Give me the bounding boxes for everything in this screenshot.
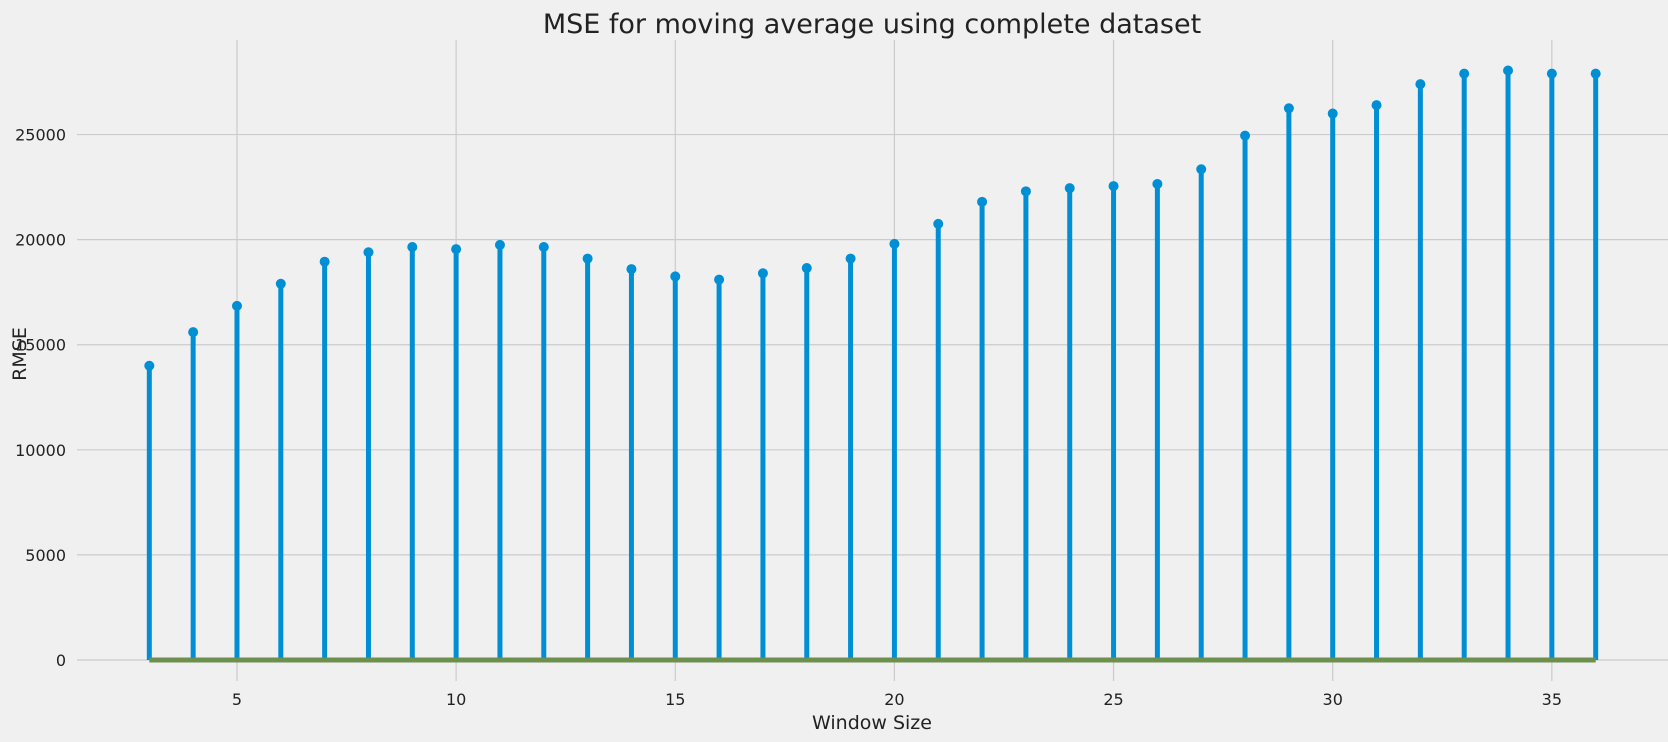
stem-marker — [363, 247, 374, 258]
stems — [146, 70, 1599, 660]
stem-marker — [714, 274, 725, 285]
stem-marker — [407, 242, 418, 253]
stem-marker — [1196, 164, 1207, 175]
stem-marker — [1546, 68, 1557, 79]
stem-marker — [538, 242, 549, 253]
stem-marker — [626, 264, 637, 275]
stem-marker — [231, 300, 242, 311]
y-tick-label: 20000 — [15, 231, 66, 250]
grid — [77, 40, 1668, 681]
y-tick-label: 15000 — [15, 336, 66, 355]
stem-marker — [1415, 79, 1426, 90]
stem-marker — [1503, 65, 1514, 76]
x-tick-label: 20 — [884, 690, 904, 709]
y-axis-label: RMSE — [9, 327, 31, 381]
stem-marker — [801, 263, 812, 274]
x-tick-label: 15 — [665, 690, 685, 709]
x-tick-label: 30 — [1323, 690, 1343, 709]
stem-marker — [144, 360, 155, 371]
stem-marker — [1020, 186, 1031, 197]
stem-marker — [451, 244, 462, 255]
stem-marker — [670, 271, 681, 282]
stem-marker — [1327, 108, 1338, 119]
stem-marker — [889, 238, 900, 249]
stem-marker — [188, 327, 199, 338]
x-tick-label: 10 — [446, 690, 466, 709]
stem-marker — [319, 256, 330, 267]
stem-marker — [1590, 68, 1601, 79]
x-tick-label: 35 — [1542, 690, 1562, 709]
y-tick-label: 5000 — [25, 546, 66, 565]
x-tick-labels: 5 10 15 20 25 30 35 — [232, 690, 1562, 709]
x-tick-label: 25 — [1103, 690, 1123, 709]
stem-marker — [1064, 183, 1075, 194]
stem-marker — [757, 268, 768, 279]
stem-marker — [1108, 181, 1119, 192]
chart-title: MSE for moving average using complete da… — [543, 9, 1201, 40]
stem-marker — [1283, 103, 1294, 114]
stem-marker — [933, 218, 944, 229]
y-tick-label: 10000 — [15, 441, 66, 460]
stem-marker — [1152, 178, 1163, 189]
stem-marker — [494, 239, 505, 250]
x-axis-label: Window Size — [812, 712, 932, 734]
y-tick-labels: 0 5000 10000 15000 20000 25000 — [15, 126, 66, 670]
stem-marker — [1459, 68, 1470, 79]
stem-marker — [977, 196, 988, 207]
x-tick-label: 5 — [232, 690, 242, 709]
stem-marker — [582, 253, 593, 264]
stem-marker — [845, 253, 856, 264]
markers — [144, 65, 1601, 371]
y-tick-label: 0 — [56, 651, 66, 670]
stem-marker — [1240, 130, 1251, 141]
stem-marker — [1371, 100, 1382, 111]
stem-marker — [275, 278, 286, 289]
y-tick-label: 25000 — [15, 126, 66, 145]
